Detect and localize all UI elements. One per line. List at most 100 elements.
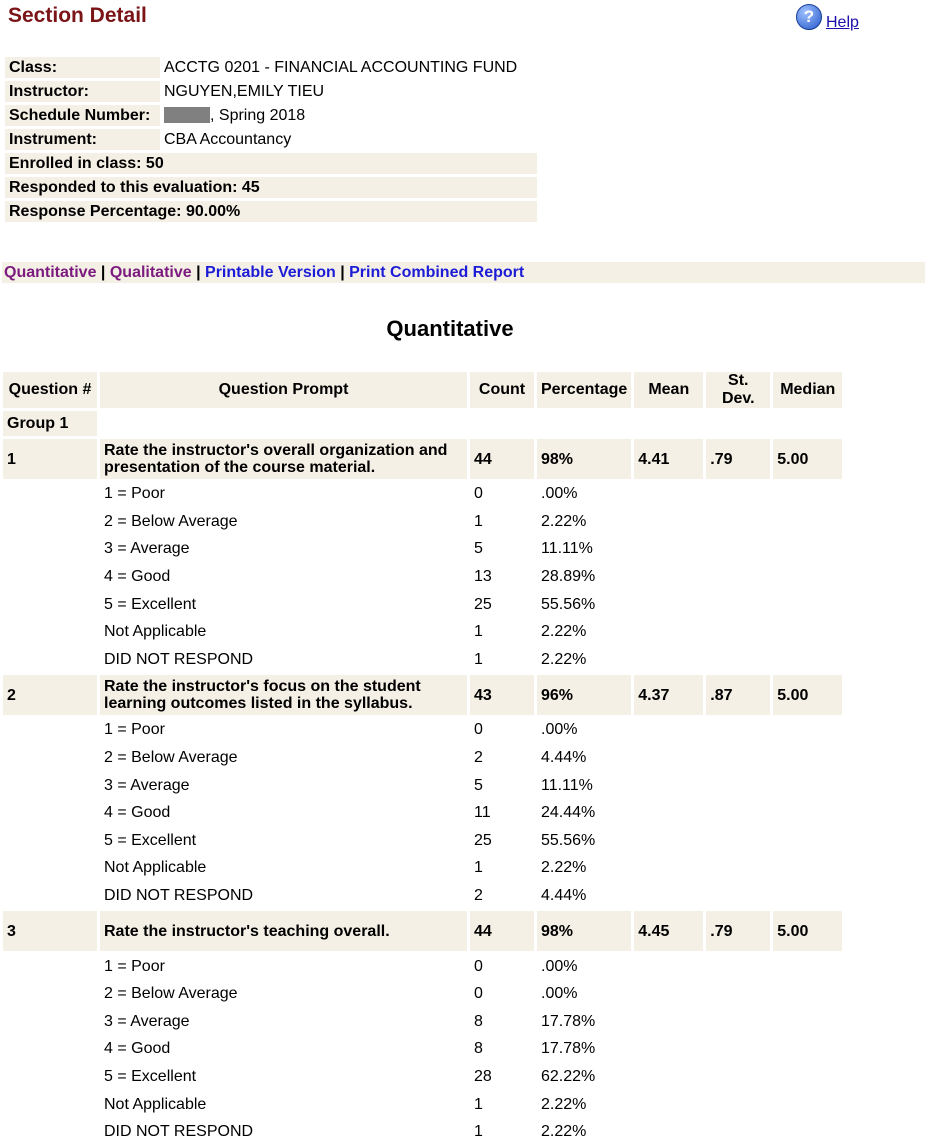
help-link[interactable]: Help	[826, 14, 859, 31]
instrument-label: Instrument:	[5, 129, 160, 150]
option-count: 13	[474, 568, 492, 586]
section-heading: Quantitative	[386, 316, 514, 341]
response-option-row: 2 = Below Average 1 2.22%	[3, 510, 842, 535]
response-percentage: Response Percentage: 90.00%	[5, 201, 537, 222]
option-percentage: .00%	[541, 721, 578, 739]
option-label: 4 = Good	[104, 568, 171, 586]
option-spacer	[3, 1065, 97, 1090]
question-mean: 4.37	[634, 675, 704, 716]
option-percentage: 4.44%	[541, 749, 587, 767]
option-percentage: 2.22%	[541, 623, 587, 641]
question-median: 5.00	[773, 439, 843, 479]
response-option-row: 1 = Poor 0 .00%	[3, 718, 842, 743]
option-spacer	[634, 856, 842, 881]
option-label: 3 = Average	[104, 776, 190, 794]
option-percentage: .00%	[541, 957, 578, 975]
option-spacer	[634, 884, 842, 909]
option-label: Not Applicable	[104, 1095, 207, 1113]
question-percentage: 98%	[537, 911, 632, 952]
nav-printable-version[interactable]: Printable Version	[205, 264, 336, 281]
response-option-row: Not Applicable 1 2.22%	[3, 1092, 842, 1117]
group-row: Group 1	[3, 411, 842, 436]
question-prompt: Rate the instructor's overall organizati…	[100, 439, 467, 479]
option-count: 11	[474, 804, 491, 822]
option-spacer	[634, 648, 842, 673]
option-label: 2 = Below Average	[104, 512, 238, 530]
option-spacer	[3, 620, 97, 645]
question-prompt: Rate the instructor's focus on the stude…	[100, 675, 467, 716]
option-count: 8	[474, 1040, 483, 1058]
option-spacer	[3, 592, 97, 617]
response-option-row: 4 = Good 11 24.44%	[3, 801, 842, 826]
option-percentage: 11.11%	[541, 540, 593, 558]
question-count: 43	[470, 675, 534, 716]
option-label: 1 = Poor	[104, 957, 165, 975]
nav-print-combined-report[interactable]: Print Combined Report	[349, 264, 525, 281]
option-percentage: 24.44%	[541, 804, 596, 822]
option-spacer	[634, 718, 842, 743]
option-spacer	[3, 954, 97, 979]
response-option-row: DID NOT RESPOND 1 2.22%	[3, 648, 842, 673]
option-percentage: 55.56%	[541, 831, 596, 849]
option-label: 5 = Excellent	[104, 831, 197, 849]
header-stdev: St. Dev.	[706, 372, 771, 408]
option-spacer	[3, 829, 97, 854]
option-spacer	[3, 537, 97, 562]
option-spacer	[634, 829, 842, 854]
response-option-row: Not Applicable 1 2.22%	[3, 620, 842, 645]
response-option-row: 3 = Average 8 17.78%	[3, 1010, 842, 1035]
option-count: 1	[474, 650, 483, 668]
option-percentage: 2.22%	[541, 1123, 587, 1141]
nav-qualitative[interactable]: Qualitative	[109, 264, 192, 281]
option-spacer	[3, 982, 97, 1007]
option-count: 1	[474, 859, 483, 877]
option-count: 1	[474, 623, 483, 641]
class-label: Class:	[5, 57, 160, 78]
question-mean: 4.45	[634, 911, 704, 952]
option-label: 4 = Good	[104, 1040, 171, 1058]
option-spacer	[634, 801, 842, 826]
option-percentage: 55.56%	[541, 595, 596, 613]
option-count: 0	[474, 957, 483, 975]
option-spacer	[634, 537, 842, 562]
option-spacer	[634, 565, 842, 590]
option-percentage: 17.78%	[541, 1040, 596, 1058]
option-spacer	[634, 1037, 842, 1062]
option-percentage: .00%	[541, 985, 578, 1003]
response-option-row: 3 = Average 5 11.11%	[3, 773, 842, 798]
help-icon[interactable]: ?	[796, 4, 822, 30]
option-spacer	[634, 1120, 842, 1145]
option-label: Not Applicable	[104, 623, 207, 641]
enrolled-count: Enrolled in class: 50	[5, 153, 537, 174]
option-count: 25	[474, 595, 492, 613]
option-spacer	[3, 856, 97, 881]
option-spacer	[3, 1010, 97, 1035]
option-spacer	[3, 1120, 97, 1145]
question-median: 5.00	[773, 911, 843, 952]
table-header: Question # Question Prompt Count Percentage…	[3, 372, 843, 408]
question-count: 44	[470, 911, 534, 952]
question-prompt: Rate the instructor's teaching overall.	[100, 911, 467, 952]
response-option-row: 4 = Good 13 28.89%	[3, 565, 842, 590]
option-spacer	[3, 565, 97, 590]
option-label: Not Applicable	[104, 859, 207, 877]
option-count: 1	[474, 1095, 483, 1113]
help-link-group[interactable]: ? Help	[796, 2, 859, 32]
question-percentage: 96%	[537, 675, 632, 716]
option-percentage: 2.22%	[541, 859, 587, 877]
response-option-row: 4 = Good 8 17.78%	[3, 1037, 842, 1062]
redacted-block	[164, 107, 210, 124]
question-count: 44	[470, 439, 534, 479]
header-mean: Mean	[634, 372, 704, 408]
quantitative-table: Question # Question Prompt Count Percentage…	[0, 369, 845, 1147]
question-row: 3 Rate the instructor's teaching overall.…	[3, 911, 843, 952]
question-row: 2 Rate the instructor's focus on the stud…	[3, 675, 843, 716]
nav-quantitative[interactable]: Quantitative	[4, 264, 97, 281]
option-label: DID NOT RESPOND	[104, 1123, 254, 1141]
schedule-value: , Spring 2018	[210, 106, 306, 124]
option-label: 5 = Excellent	[104, 1067, 197, 1085]
question-number: 3	[3, 911, 97, 952]
section-info: Class: ACCTG 0201 - FINANCIAL ACCOUNTING …	[5, 54, 537, 225]
option-label: 2 = Below Average	[104, 985, 238, 1003]
option-spacer	[634, 954, 842, 979]
